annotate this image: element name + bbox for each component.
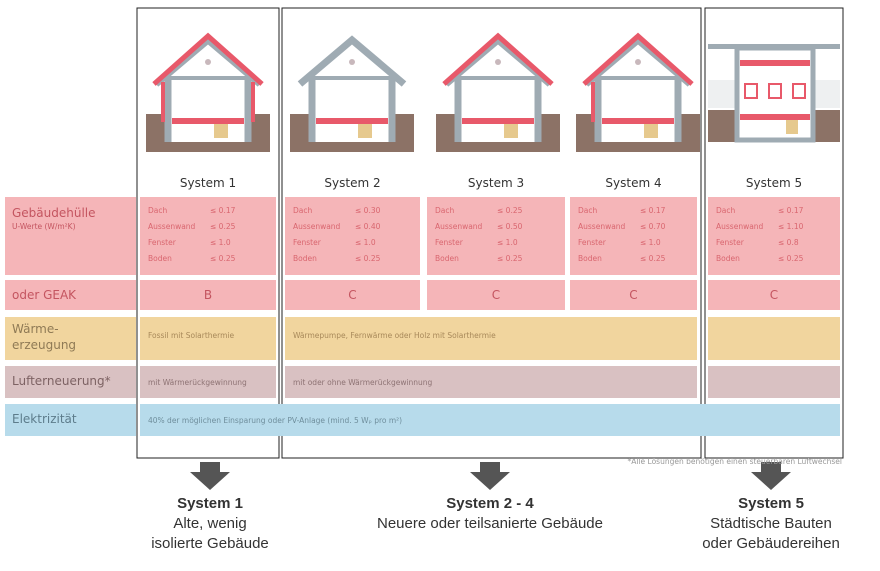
envelope-value: ≤ 0.25	[355, 254, 381, 263]
geak-cell: C	[427, 280, 565, 310]
envelope-value: ≤ 0.25	[778, 254, 804, 263]
envelope-value: ≤ 0.40	[355, 222, 381, 231]
envelope-part: Fenster	[716, 238, 744, 247]
caption-line: Alte, wenig	[173, 515, 247, 532]
row-label: erzeugung	[12, 338, 77, 352]
row-note: U-Werte (W/m²K)	[12, 222, 76, 231]
heating-cell: Wärmepumpe, Fernwärme oder Holz mit Sola…	[285, 317, 697, 360]
caption-line: Städtische Bauten	[710, 515, 832, 532]
envelope-value: ≤ 0.17	[778, 206, 804, 215]
row-label-bg	[5, 280, 136, 310]
geak-cell: C	[570, 280, 697, 310]
caption-line: isolierte Gebäude	[151, 535, 269, 552]
envelope-value: ≤ 0.70	[640, 222, 666, 231]
geak-cell: C	[285, 280, 420, 310]
envelope-part: Boden	[293, 254, 317, 263]
envelope-part: Aussenwand	[148, 222, 196, 231]
system-name: System 4	[605, 176, 662, 190]
envelope-value: ≤ 0.25	[210, 222, 236, 231]
caption-title: System 2 - 4	[446, 495, 534, 512]
envelope-part: Fenster	[293, 238, 321, 247]
envelope-value: ≤ 0.25	[497, 206, 523, 215]
footnote: *Alle Lösungen benötigen einen steuerbar…	[627, 457, 843, 466]
house-3	[436, 32, 560, 152]
envelope-cell	[708, 197, 840, 275]
envelope-part: Fenster	[578, 238, 606, 247]
ventilation-cell: mit oder ohne Wärmerückgewinnung	[285, 366, 697, 398]
envelope-value: ≤ 1.0	[210, 238, 231, 247]
house-1	[146, 32, 270, 152]
house-2	[290, 40, 414, 152]
envelope-part: Dach	[578, 206, 598, 215]
system-name: System 2	[324, 176, 381, 190]
envelope-value: ≤ 0.17	[210, 206, 236, 215]
envelope-value: ≤ 1.0	[640, 238, 661, 247]
row-label: Elektrizität	[12, 412, 77, 426]
envelope-value: ≤ 1.0	[497, 238, 518, 247]
envelope-part: Aussenwand	[293, 222, 341, 231]
envelope-part: Fenster	[148, 238, 176, 247]
envelope-value: ≤ 1.10	[778, 222, 804, 231]
row-label-bg	[5, 197, 136, 275]
geak-cell: C	[708, 280, 840, 310]
row-label: Gebäudehülle	[12, 206, 96, 220]
geak-cell: B	[140, 280, 276, 310]
ventilation-cell: mit Wärmerückgewinnung	[140, 366, 276, 398]
house-4	[576, 32, 700, 152]
envelope-cell	[427, 197, 565, 275]
row-label-bg	[5, 366, 136, 398]
row-label-bg	[5, 317, 136, 360]
envelope-value: ≤ 0.17	[640, 206, 666, 215]
caption-line: Neuere oder teilsanierte Gebäude	[377, 515, 603, 532]
envelope-part: Dach	[293, 206, 313, 215]
envelope-value: ≤ 0.25	[497, 254, 523, 263]
envelope-cell	[140, 197, 276, 275]
envelope-value: ≤ 1.0	[355, 238, 376, 247]
envelope-part: Dach	[716, 206, 736, 215]
envelope-part: Aussenwand	[578, 222, 626, 231]
envelope-part: Aussenwand	[716, 222, 764, 231]
envelope-value: ≤ 0.50	[497, 222, 523, 231]
envelope-part: Boden	[435, 254, 459, 263]
envelope-part: Aussenwand	[435, 222, 483, 231]
envelope-value: ≤ 0.8	[778, 238, 799, 247]
arrows	[190, 462, 791, 490]
ventilation-cell	[708, 366, 840, 398]
frame-system-1	[136, 7, 280, 459]
house-5	[708, 44, 840, 143]
frame-system-2-4	[281, 7, 702, 459]
system-name: System 5	[745, 176, 803, 190]
envelope-part: Fenster	[435, 238, 463, 247]
envelope-part: Boden	[716, 254, 740, 263]
envelope-value: ≤ 0.25	[210, 254, 236, 263]
envelope-part: Dach	[435, 206, 455, 215]
frame-system-5	[704, 7, 844, 459]
envelope-part: Boden	[148, 254, 172, 263]
system-name: System 1	[179, 176, 237, 190]
row-label: Lufterneuerung*	[12, 374, 111, 388]
row-label-bg	[5, 404, 136, 436]
heating-cell: Fossil mit Solarthermie	[140, 317, 276, 360]
row-label: Wärme-	[12, 322, 59, 336]
envelope-part: Dach	[148, 206, 168, 215]
caption-title: System 1	[177, 495, 243, 512]
envelope-part: Boden	[578, 254, 602, 263]
caption-line: oder Gebäudereihen	[702, 535, 840, 552]
envelope-value: ≤ 0.30	[355, 206, 381, 215]
envelope-cell	[285, 197, 420, 275]
heating-cell	[708, 317, 840, 360]
caption-title: System 5	[738, 495, 804, 512]
system-name: System 3	[467, 176, 525, 190]
row-label: oder GEAK	[12, 288, 77, 302]
envelope-cell	[570, 197, 697, 275]
electricity-cell: 40% der möglichen Einsparung oder PV-Anl…	[140, 404, 840, 436]
envelope-value: ≤ 0.25	[640, 254, 666, 263]
